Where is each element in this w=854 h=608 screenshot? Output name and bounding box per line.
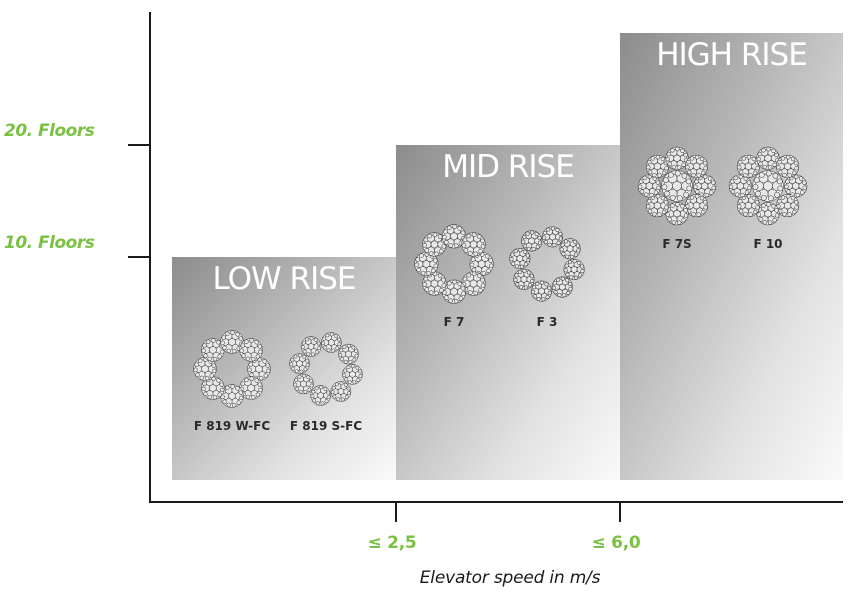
rope-label-f3: F 3: [536, 315, 558, 329]
rope-cross-section-icon: [728, 146, 808, 226]
rope-item-f7: F 7: [409, 223, 499, 329]
y-tick-10-floors: [128, 256, 150, 258]
rope-cross-section-icon: [509, 226, 585, 302]
x-axis-label: Elevator speed in m/s: [419, 568, 601, 588]
rope-item-f3: F 3: [502, 223, 592, 329]
x-axis-line: [149, 501, 843, 503]
rope-label-f819-w-fc: F 819 W-FC: [193, 419, 271, 433]
tier-block-low-rise: LOW RISE F 819 W-FC F 819 S-FC: [172, 257, 396, 480]
y-tick-label-20-floors: 20. Floors: [4, 121, 95, 141]
rope-cross-section-icon: [637, 146, 717, 226]
tier-block-high-rise: HIGH RISE F 7S F 10: [620, 33, 843, 480]
tier-title-low-rise: LOW RISE: [212, 261, 356, 297]
x-tick-label-6-0: ≤ 6,0: [591, 533, 641, 553]
tier-title-mid-rise: MID RISE: [442, 149, 575, 185]
rope-item-f7s: F 7S: [632, 145, 722, 251]
rope-item-f10: F 10: [723, 145, 813, 251]
y-tick-20-floors: [128, 144, 150, 146]
y-axis-line: [149, 12, 151, 503]
rope-label-f7: F 7: [443, 315, 465, 329]
rope-label-f7s: F 7S: [662, 237, 692, 251]
x-tick-label-2-5: ≤ 2,5: [367, 533, 417, 553]
rope-item-f819-w-fc: F 819 W-FC: [187, 329, 277, 433]
tier-title-high-rise: HIGH RISE: [656, 37, 808, 73]
rope-item-f819-s-fc: F 819 S-FC: [281, 329, 371, 433]
rope-cross-section-icon: [414, 224, 494, 304]
rope-label-f819-s-fc: F 819 S-FC: [289, 419, 363, 433]
rope-cross-section-icon: [289, 332, 363, 406]
x-tick-6-0: [619, 502, 621, 522]
tier-block-mid-rise: MID RISE F 7 F 3: [396, 145, 620, 480]
x-tick-2-5: [395, 502, 397, 522]
y-tick-label-10-floors: 10. Floors: [4, 233, 95, 253]
rope-label-f10: F 10: [753, 237, 783, 251]
rope-cross-section-icon: [193, 330, 271, 408]
